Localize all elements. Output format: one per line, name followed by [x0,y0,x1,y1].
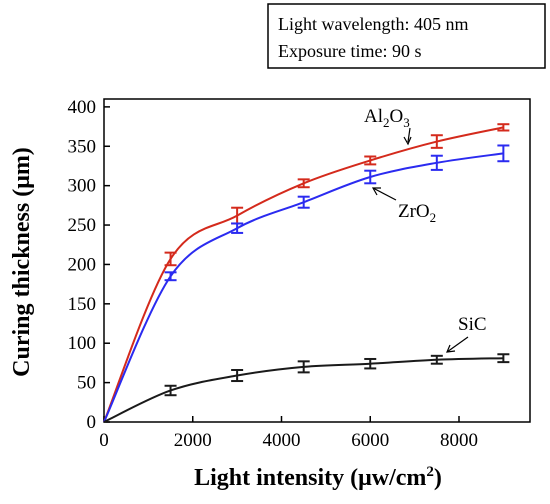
error-bar-al2o3 [430,134,443,149]
error-bar-sic [164,384,177,397]
info-wavelength: Light wavelength: 405 nm [278,14,468,34]
label-zro2-zro: ZrO [398,201,430,222]
label-al2o3-sub3: 3 [403,115,410,130]
label-zro2-sub: 2 [430,210,437,225]
info-exposure: Exposure time: 90 s [278,41,421,61]
series-zro2 [103,144,510,423]
info-box: Light wavelength: 405 nm Exposure time: … [267,3,546,69]
error-bar-zro2 [164,271,177,282]
x-tick-label: 4000 [263,430,301,451]
series-line-zro2 [103,152,504,423]
error-bar-al2o3 [231,206,244,225]
series-al2o3 [103,123,510,423]
x-tick-label: 2000 [174,430,212,451]
error-bar-zro2 [231,222,244,234]
error-bar-zro2 [497,144,510,163]
y-tick-label: 250 [68,215,97,236]
label-al2o3-al: Al [364,106,383,127]
error-bar-al2o3 [297,178,310,189]
error-bar-zro2 [430,154,443,171]
error-bar-sic [497,353,510,364]
y-tick-label: 350 [68,136,97,157]
error-bar-zro2 [297,195,310,209]
series-layer [103,123,510,423]
error-bar-al2o3 [497,123,510,132]
plot-frame [103,98,531,423]
label-al2o3: Al2O3 [364,106,412,146]
y-tick-label: 300 [68,176,97,197]
y-axis: 0 50 100 150 200 250 300 350 400 [68,97,110,433]
error-bar-sic [364,357,377,370]
label-sic-text: SiC [458,314,487,335]
info-box-border [267,3,546,69]
label-sic: SiC [446,314,487,353]
series-sic [103,353,510,423]
label-sic-arrowhead [446,344,456,353]
error-bar-sic [430,354,443,365]
x-tick-label: 0 [99,430,109,451]
y-tick-label: 150 [68,294,97,315]
y-axis-title: Curing thickness (μm) [9,147,35,377]
label-al2o3-text: Al2O3 [364,106,410,130]
label-al2o3-arrowhead [403,136,412,146]
y-tick-label: 100 [68,333,97,354]
error-bar-sic [297,360,310,374]
x-axis-title-end: ) [434,465,442,491]
x-axis-title-main: Light intensity (μw/cm [194,465,426,491]
error-bar-al2o3 [164,251,177,267]
x-axis-title-sup: 2 [426,464,434,480]
y-tick-label: 200 [68,254,97,275]
x-axis: 0 2000 4000 6000 8000 [99,416,478,451]
error-bar-al2o3 [364,155,377,166]
label-zro2-text: ZrO2 [398,201,436,225]
series-line-al2o3 [103,126,504,423]
y-tick-label: 50 [77,373,96,394]
label-al2o3-pointer [407,127,411,143]
x-tick-label: 6000 [351,430,389,451]
x-axis-title: Light intensity (μw/cm2) [194,464,442,491]
x-tick-label: 8000 [440,430,478,451]
y-tick-label: 400 [68,97,97,118]
label-zro2-pointer [372,187,397,201]
error-bar-zro2 [364,169,377,185]
label-sic-pointer [446,336,469,353]
label-zro2: ZrO2 [371,187,436,225]
label-al2o3-sub2: 2 [383,115,390,130]
label-zro2-arrowhead [371,187,381,196]
y-tick-label: 0 [87,412,97,433]
label-al2o3-o: O [390,106,404,127]
error-bar-sic [231,369,244,383]
